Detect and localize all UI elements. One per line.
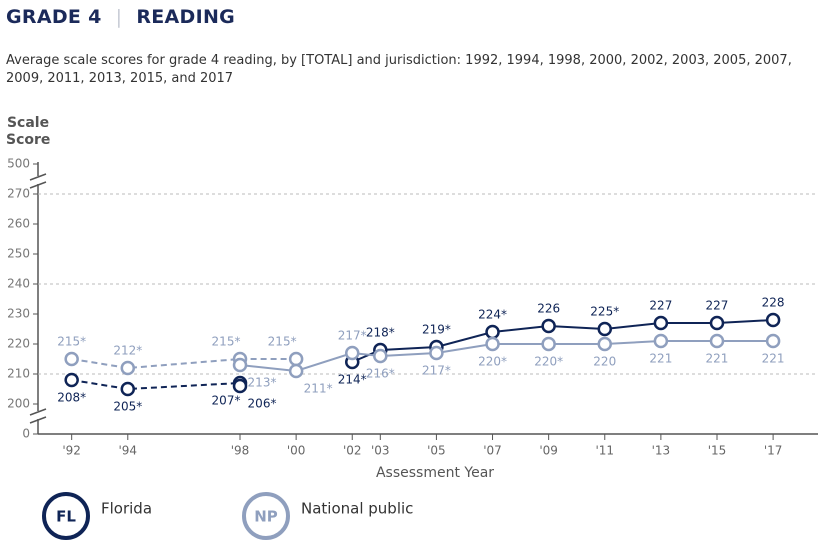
- value-label: 207*: [212, 394, 241, 408]
- y-tick-label: 220: [7, 337, 30, 351]
- point: [373, 348, 388, 364]
- point: [541, 336, 556, 352]
- axis-break: [29, 173, 47, 189]
- value-label: 217*: [338, 329, 367, 343]
- x-tick-label: '09: [539, 444, 558, 458]
- point: [541, 318, 556, 334]
- x-tick-label: '98: [231, 444, 250, 458]
- x-tick-label: '17: [764, 444, 783, 458]
- x-tick-label: '15: [708, 444, 727, 458]
- value-label: 205*: [113, 400, 142, 414]
- value-label: 227: [649, 299, 672, 313]
- legend-abbr: NP: [254, 508, 278, 526]
- x-tick-label: '05: [427, 444, 446, 458]
- x-tick-label: '94: [118, 444, 137, 458]
- point: [709, 315, 725, 331]
- y-tick-label: 260: [7, 217, 30, 231]
- x-tick-label: '03: [371, 444, 390, 458]
- legend-label: National public: [301, 500, 413, 518]
- y-tick-label: 270: [7, 187, 30, 201]
- x-tick-label: '13: [652, 444, 671, 458]
- point: [765, 312, 781, 328]
- value-label: 225*: [590, 305, 619, 319]
- point: [653, 333, 669, 349]
- point: [232, 378, 248, 394]
- series-line-dashed: [71, 379, 241, 391]
- x-tick-label: '02: [343, 444, 362, 458]
- point: [344, 345, 360, 361]
- x-tick-label: '00: [287, 444, 306, 458]
- value-label: 217*: [422, 364, 451, 378]
- grade: GRADE 4: [6, 6, 102, 28]
- y-tick-label: 250: [7, 247, 30, 261]
- value-label: 218*: [366, 326, 395, 340]
- value-label: 228: [762, 296, 785, 310]
- point: [485, 324, 500, 340]
- point: [288, 351, 304, 367]
- value-label: 215*: [268, 335, 297, 349]
- point: [64, 372, 79, 388]
- y-axis-label: Scale Score: [6, 115, 51, 148]
- y-tick-label: 230: [7, 307, 30, 321]
- point: [653, 315, 669, 331]
- point: [120, 381, 136, 397]
- x-tick-label: '11: [595, 444, 614, 458]
- value-label: 224*: [478, 308, 507, 322]
- value-label: 212*: [113, 344, 142, 358]
- value-label: 226: [537, 302, 560, 316]
- value-label: 215*: [212, 335, 241, 349]
- legend-marker: [42, 492, 90, 540]
- axis-break-gap: [30, 176, 46, 184]
- value-label: 227: [706, 299, 729, 313]
- point: [288, 363, 304, 379]
- value-label: 220: [593, 355, 616, 369]
- separator: |: [115, 6, 123, 28]
- value-label: 221: [762, 352, 785, 366]
- x-tick-label: '92: [62, 444, 81, 458]
- point: [232, 357, 248, 373]
- value-label: 220*: [534, 355, 563, 369]
- point: [64, 351, 79, 367]
- legend-abbr: FL: [56, 508, 76, 526]
- x-tick-label: '07: [483, 444, 502, 458]
- legend-label: Florida: [101, 500, 152, 518]
- value-label: 214*: [338, 373, 367, 387]
- y-tick-label: 240: [7, 277, 30, 291]
- legend-marker: [242, 492, 290, 540]
- value-label: 221: [649, 352, 672, 366]
- point: [429, 345, 444, 361]
- y-tick-label: 210: [7, 367, 30, 381]
- y-tick-label: 500: [7, 157, 30, 171]
- title: GRADE 4 | READING: [6, 6, 235, 28]
- value-label: 206*: [248, 397, 277, 411]
- axis-break: [29, 408, 47, 424]
- axis-break-gap: [30, 411, 46, 419]
- point: [709, 333, 725, 349]
- point: [597, 321, 613, 337]
- series-line-dashed: [71, 358, 297, 370]
- point: [120, 360, 136, 376]
- value-label: 221: [706, 352, 729, 366]
- value-label: 213*: [248, 376, 277, 390]
- y-tick-label: 0: [22, 427, 30, 441]
- subject: READING: [136, 6, 236, 28]
- value-label: 211*: [304, 382, 333, 396]
- y-tick-label: 200: [7, 397, 30, 411]
- value-label: 220*: [478, 355, 507, 369]
- value-label: 216*: [366, 367, 395, 381]
- point: [485, 336, 500, 352]
- value-label: 219*: [422, 323, 451, 337]
- point: [765, 333, 781, 349]
- point: [597, 336, 613, 352]
- value-label: 215*: [57, 335, 86, 349]
- value-label: 208*: [57, 391, 86, 405]
- x-axis-label: Assessment Year: [376, 465, 494, 481]
- subtitle: Average scale scores for grade 4 reading…: [6, 53, 792, 86]
